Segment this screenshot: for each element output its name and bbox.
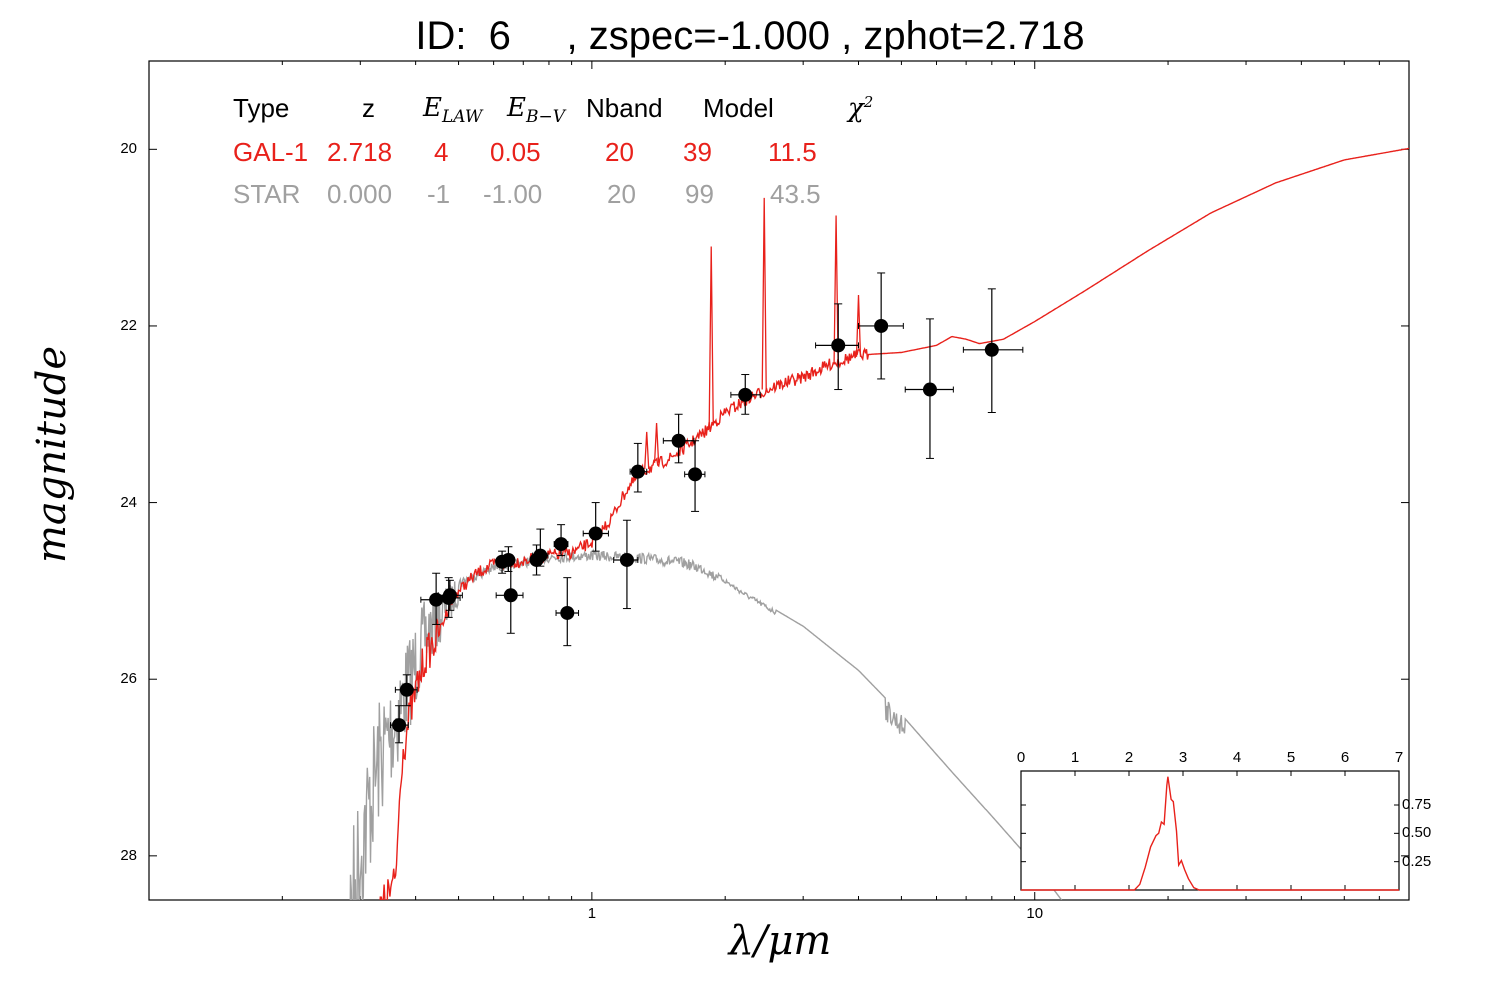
photometry-point xyxy=(420,572,451,625)
data-marker xyxy=(588,526,603,541)
inset-y-tick-label: 0.75 xyxy=(1402,796,1432,813)
header-ebv: EB−V xyxy=(507,93,565,128)
data-marker xyxy=(429,592,444,607)
gal-ebv: 0.05 xyxy=(490,137,541,167)
inset-x-tick-label: 0 xyxy=(1016,749,1026,766)
header-type: Type xyxy=(233,93,290,123)
data-marker xyxy=(399,682,414,697)
emission-line xyxy=(653,423,660,463)
photometry-point xyxy=(582,502,609,552)
data-marker xyxy=(688,467,703,482)
emission-line xyxy=(761,197,767,390)
header-nband: Nband xyxy=(586,93,663,123)
chart-title: ID: 6 , zspec=-1.000 , zphot=2.718 xyxy=(415,14,1085,58)
inset-y-tick-label: 0.25 xyxy=(1402,852,1432,870)
photometry-point xyxy=(730,374,761,415)
photometry-point xyxy=(662,413,695,464)
photometry-points-layer xyxy=(389,272,1024,744)
inset-x-tick-label: 3 xyxy=(1178,749,1188,766)
inset-x-tick-label: 4 xyxy=(1232,749,1242,766)
photometry-point xyxy=(389,705,409,744)
photometry-point xyxy=(684,440,706,512)
data-marker xyxy=(874,318,889,333)
inset-y-tick-label: 0.50 xyxy=(1402,824,1432,842)
star-type: STAR xyxy=(233,179,301,209)
data-marker xyxy=(831,338,846,353)
inset-frame xyxy=(1020,770,1400,891)
emission-line xyxy=(833,215,839,364)
data-marker xyxy=(442,588,457,603)
data-marker xyxy=(619,552,634,567)
photometry-point xyxy=(553,524,569,557)
photometry-point xyxy=(962,288,1024,413)
y-tick-label: 20 xyxy=(120,140,137,158)
photometry-point xyxy=(857,272,904,380)
plot-frame xyxy=(148,60,1410,901)
photometry-point xyxy=(629,442,648,493)
y-tick-label: 26 xyxy=(120,670,137,688)
emission-line xyxy=(855,295,862,357)
inset-x-tick-label: 5 xyxy=(1286,749,1296,766)
data-marker xyxy=(501,552,516,567)
inset-x-tick-label: 6 xyxy=(1340,749,1350,766)
data-marker xyxy=(922,382,937,397)
pdz-inset xyxy=(1020,770,1400,891)
data-marker xyxy=(738,387,753,402)
data-marker xyxy=(630,464,645,479)
photometry-point xyxy=(904,318,954,459)
photometry-point xyxy=(495,557,524,634)
data-marker xyxy=(392,718,407,733)
header-z: z xyxy=(362,93,375,123)
star-z: 0.000 xyxy=(327,179,393,209)
photometry-point xyxy=(815,303,859,391)
header-model: Model xyxy=(703,93,774,123)
emission-line xyxy=(644,431,650,470)
header-elaw: ELAW xyxy=(423,93,483,128)
photometry-point xyxy=(532,528,549,567)
gal-z: 2.718 xyxy=(327,137,393,167)
x-axis-label: λ/μm xyxy=(728,918,832,964)
star-chi2: 43.5 xyxy=(770,179,821,209)
header-chi2: χ2 xyxy=(848,93,874,124)
gal-chi2: 11.5 xyxy=(768,137,817,167)
gal-model: 39 xyxy=(683,137,712,167)
photometry-point xyxy=(394,674,418,707)
photometry-point xyxy=(437,579,463,611)
star-sed-curve xyxy=(340,548,1063,900)
data-marker xyxy=(533,548,548,563)
y-tick-label: 22 xyxy=(120,316,137,334)
inset-x-tick-label: 2 xyxy=(1124,749,1134,766)
star-model: 99 xyxy=(685,179,714,209)
inset-x-tick-label: 1 xyxy=(1070,749,1080,766)
photometry-point xyxy=(613,519,639,610)
star-ebv: -1.00 xyxy=(483,179,543,209)
data-marker xyxy=(671,433,686,448)
pdz-curve xyxy=(1021,776,1399,891)
data-marker xyxy=(554,537,569,552)
data-marker xyxy=(503,588,518,603)
y-tick-label: 28 xyxy=(120,846,137,864)
gal-nband: 20 xyxy=(605,137,634,167)
data-marker xyxy=(984,342,999,357)
star-sed-layer xyxy=(340,548,1063,900)
star-elaw: -1 xyxy=(427,179,451,209)
x-tick-label: 10 xyxy=(1026,905,1044,922)
photometry-point xyxy=(555,577,580,647)
star-nband: 20 xyxy=(607,179,636,209)
emission-line xyxy=(708,246,714,424)
data-marker xyxy=(560,605,575,620)
y-tick-label: 24 xyxy=(120,493,137,511)
y-axis-label: magnitude xyxy=(29,345,75,563)
gal-elaw: 4 xyxy=(434,137,449,167)
inset-x-tick-label: 7 xyxy=(1394,749,1404,766)
x-tick-label: 1 xyxy=(587,905,597,922)
gal-type: GAL-1 xyxy=(233,137,309,167)
